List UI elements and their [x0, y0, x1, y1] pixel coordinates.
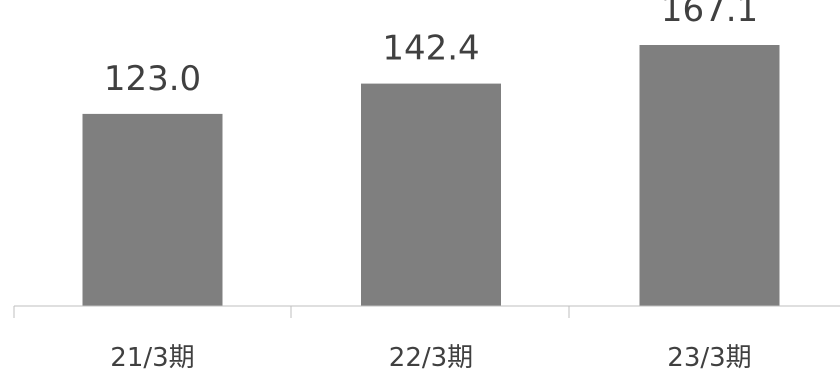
- value-label-2: 142.4: [382, 29, 479, 69]
- value-label-3: 167.1: [661, 0, 758, 30]
- x-axis: [13, 305, 840, 318]
- category-label-1: 21/3期: [110, 343, 194, 373]
- value-labels-group: 123.0 142.4 167.1: [104, 0, 758, 99]
- category-labels-group: 21/3期 22/3期 23/3期: [110, 343, 751, 373]
- value-label-1: 123.0: [104, 59, 201, 99]
- bar-1: [82, 113, 223, 307]
- bars-group: [82, 45, 780, 307]
- category-label-3: 23/3期: [667, 343, 751, 373]
- bar-2: [361, 83, 501, 306]
- category-label-2: 22/3期: [389, 343, 473, 373]
- bar-3: [639, 45, 780, 306]
